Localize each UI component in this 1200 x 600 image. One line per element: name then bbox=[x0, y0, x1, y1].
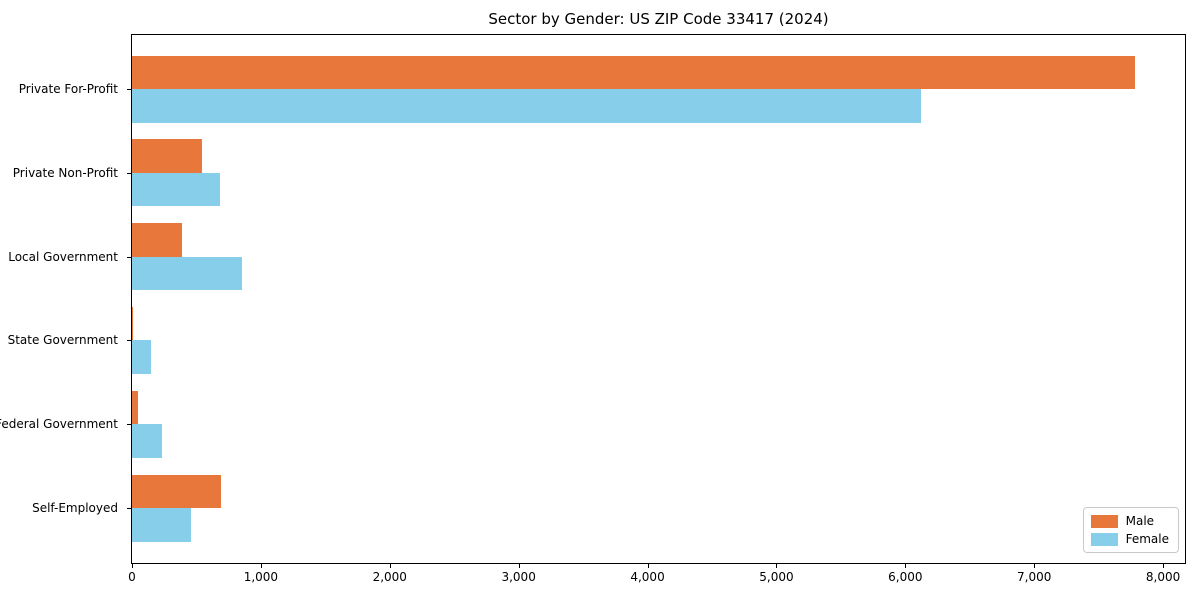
bar-female bbox=[132, 424, 162, 458]
x-axis-tick-label: 3,000 bbox=[501, 570, 536, 584]
legend-swatch bbox=[1090, 532, 1118, 546]
x-axis-tick bbox=[518, 564, 520, 568]
y-axis-label: Local Government bbox=[8, 249, 118, 264]
y-axis-label: Private For-Profit bbox=[18, 82, 118, 96]
legend-label: Male bbox=[1125, 514, 1155, 528]
x-axis-tick bbox=[1034, 564, 1036, 568]
y-axis-label: Federal Government bbox=[0, 417, 118, 432]
x-axis-tick bbox=[132, 564, 133, 568]
bar-male bbox=[132, 306, 134, 341]
x-axis-tick bbox=[260, 564, 262, 568]
y-axis-tick bbox=[127, 424, 131, 426]
bar-female bbox=[132, 340, 152, 374]
bar-male bbox=[132, 139, 203, 173]
y-axis-tick bbox=[127, 508, 131, 509]
y-axis-tick bbox=[127, 89, 131, 90]
y-axis-labels: Private For-Profit Private Non-Profit Loca… bbox=[0, 35, 125, 563]
x-axis-tick bbox=[905, 564, 907, 568]
x-axis-tick-label: 1,000 bbox=[243, 570, 279, 584]
plot-area: Male Female bbox=[131, 34, 1186, 564]
y-axis-label: State Government bbox=[7, 333, 118, 348]
bar-male bbox=[132, 223, 183, 257]
x-axis-tick-label: 0 bbox=[128, 570, 136, 584]
legend-swatch bbox=[1090, 514, 1118, 528]
bar-female bbox=[132, 256, 242, 291]
x-axis-tick-label: 2,000 bbox=[372, 570, 407, 584]
bar-female bbox=[132, 508, 192, 542]
y-axis-tick bbox=[127, 340, 131, 342]
y-axis-tick bbox=[127, 172, 131, 174]
bar-male bbox=[132, 474, 221, 508]
x-axis-tick-label: 6,000 bbox=[888, 570, 923, 584]
bar-female bbox=[132, 89, 921, 123]
x-axis-tick-label: 4,000 bbox=[630, 570, 665, 584]
legend: Male Female bbox=[1082, 507, 1179, 553]
x-axis-tick-label: 5,000 bbox=[759, 570, 794, 584]
x-axis-tick bbox=[1163, 564, 1165, 568]
legend-label: Female bbox=[1125, 532, 1169, 546]
y-axis-label: Private Non-Profit bbox=[12, 165, 118, 180]
x-axis-tick-label: 7,000 bbox=[1017, 570, 1052, 584]
chart-title: Sector by Gender: US ZIP Code 33417 (202… bbox=[488, 10, 829, 28]
bar-male bbox=[132, 390, 138, 425]
legend-entry: Male bbox=[1090, 514, 1169, 528]
x-axis-tick bbox=[647, 564, 649, 568]
x-axis-tick bbox=[389, 564, 391, 568]
x-axis-tick bbox=[776, 564, 778, 568]
bar-female bbox=[132, 172, 221, 207]
legend-entry: Female bbox=[1090, 532, 1169, 546]
y-axis-label: Self-Employed bbox=[32, 501, 118, 515]
x-axis-tick-label: 8,000 bbox=[1145, 570, 1181, 584]
bar-male bbox=[132, 55, 1135, 89]
y-axis-tick bbox=[127, 256, 131, 258]
